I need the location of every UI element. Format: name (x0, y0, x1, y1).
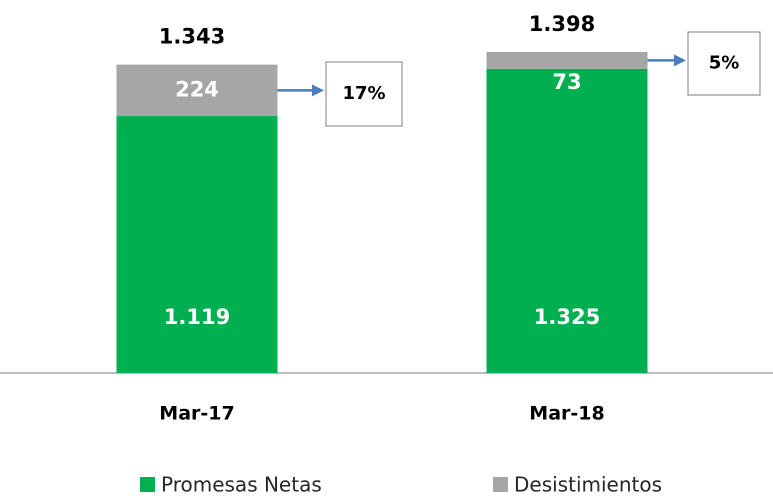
legend-label: Promesas Netas (161, 473, 322, 497)
bar-segment (486, 52, 648, 69)
legend-swatch (493, 477, 508, 492)
callout-box (687, 31, 761, 96)
total-label: 1.398 (529, 12, 595, 36)
callout-box (325, 61, 403, 127)
value-label: 1.119 (164, 305, 230, 329)
legend-swatch (140, 477, 155, 492)
value-label: 224 (175, 77, 219, 101)
x-tick-label: Mar-18 (529, 403, 604, 425)
arrow-head (312, 84, 324, 97)
callout-label: 17% (342, 83, 385, 104)
x-tick-label: Mar-17 (159, 403, 234, 425)
callout-label: 5% (709, 53, 740, 74)
value-label: 73 (552, 70, 581, 94)
bar-segment (486, 68, 648, 373)
arrow-head (674, 54, 686, 67)
bar-segment (116, 64, 278, 117)
total-label: 1.343 (159, 25, 225, 49)
legend-label: Desistimientos (514, 473, 662, 497)
bar-segment (116, 116, 278, 374)
value-label: 1.325 (534, 305, 600, 329)
